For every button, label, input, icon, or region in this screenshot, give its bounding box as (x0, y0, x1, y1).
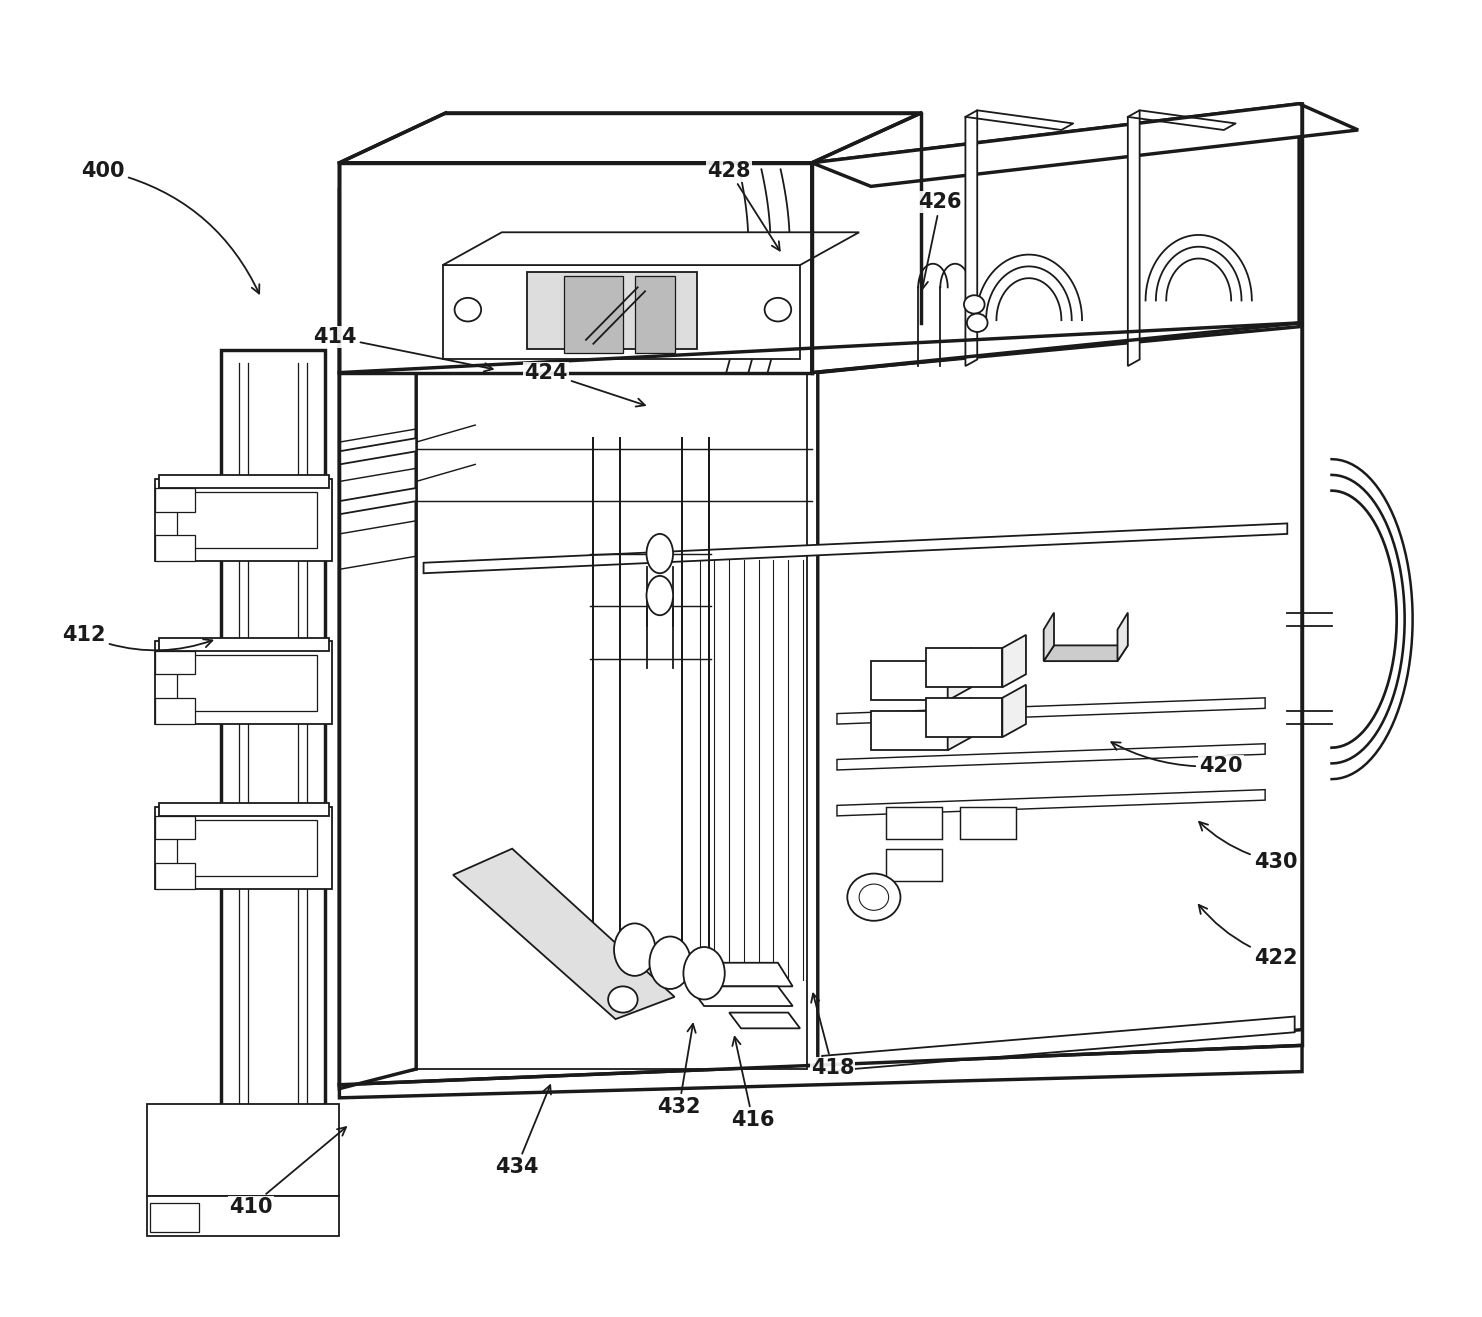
Polygon shape (154, 807, 332, 889)
Ellipse shape (646, 533, 673, 573)
Polygon shape (339, 439, 416, 465)
Polygon shape (339, 137, 483, 190)
Text: 428: 428 (707, 161, 780, 250)
Polygon shape (1043, 612, 1054, 661)
Polygon shape (150, 1202, 199, 1231)
Polygon shape (947, 648, 971, 701)
Text: 430: 430 (1199, 822, 1297, 872)
Circle shape (608, 986, 637, 1013)
Polygon shape (154, 535, 194, 561)
Polygon shape (148, 1105, 339, 1196)
Polygon shape (729, 1013, 800, 1029)
Text: 432: 432 (657, 1023, 701, 1117)
Polygon shape (528, 271, 697, 349)
Polygon shape (837, 744, 1266, 770)
Polygon shape (871, 711, 947, 751)
Polygon shape (424, 523, 1288, 573)
Polygon shape (563, 275, 622, 353)
Polygon shape (176, 655, 317, 711)
Polygon shape (1128, 111, 1140, 366)
Polygon shape (176, 819, 317, 876)
Polygon shape (443, 232, 860, 265)
Text: 434: 434 (495, 1085, 551, 1177)
Polygon shape (871, 661, 947, 701)
Polygon shape (959, 807, 1015, 839)
Polygon shape (159, 637, 329, 651)
Polygon shape (154, 489, 194, 511)
Text: 410: 410 (230, 1127, 347, 1217)
Text: 424: 424 (525, 362, 645, 407)
Text: 400: 400 (82, 161, 259, 294)
Polygon shape (837, 790, 1266, 815)
Polygon shape (886, 848, 941, 881)
Text: 418: 418 (811, 993, 854, 1077)
Polygon shape (1002, 635, 1026, 687)
Polygon shape (339, 373, 416, 1085)
Ellipse shape (646, 576, 673, 615)
Text: 412: 412 (62, 624, 212, 651)
Polygon shape (154, 651, 194, 674)
Text: 414: 414 (313, 327, 492, 371)
Polygon shape (837, 698, 1266, 724)
Polygon shape (965, 111, 977, 366)
Polygon shape (812, 104, 1300, 373)
Polygon shape (221, 350, 325, 1125)
Polygon shape (154, 698, 194, 724)
Circle shape (455, 298, 482, 321)
Polygon shape (154, 815, 194, 839)
Polygon shape (176, 493, 317, 548)
Polygon shape (1002, 685, 1026, 738)
Polygon shape (148, 1196, 339, 1235)
Polygon shape (154, 479, 332, 561)
Text: 420: 420 (1112, 743, 1242, 776)
Polygon shape (812, 104, 1358, 187)
Polygon shape (689, 963, 793, 986)
Ellipse shape (649, 936, 691, 989)
Polygon shape (947, 698, 971, 751)
Polygon shape (159, 803, 329, 815)
Circle shape (966, 313, 987, 332)
Polygon shape (339, 113, 922, 163)
Polygon shape (339, 163, 812, 373)
Polygon shape (339, 489, 416, 514)
Ellipse shape (683, 947, 725, 1000)
Polygon shape (926, 648, 1002, 687)
Circle shape (765, 298, 791, 321)
Polygon shape (1043, 645, 1128, 661)
Ellipse shape (614, 923, 655, 976)
Text: 422: 422 (1199, 905, 1297, 968)
Polygon shape (339, 163, 416, 1089)
Text: 416: 416 (731, 1036, 775, 1130)
Polygon shape (886, 807, 941, 839)
Circle shape (963, 295, 984, 313)
Polygon shape (154, 641, 332, 724)
Text: 426: 426 (919, 192, 962, 290)
Polygon shape (154, 863, 194, 889)
Polygon shape (443, 265, 800, 360)
Polygon shape (1117, 612, 1128, 661)
Polygon shape (416, 373, 808, 1069)
Polygon shape (159, 475, 329, 489)
Circle shape (860, 884, 889, 910)
Polygon shape (634, 275, 674, 353)
Circle shape (848, 873, 901, 921)
Polygon shape (823, 1017, 1295, 1072)
Polygon shape (339, 1046, 1303, 1098)
Polygon shape (926, 698, 1002, 738)
Polygon shape (689, 986, 793, 1006)
Polygon shape (453, 848, 674, 1019)
Polygon shape (818, 323, 1303, 1069)
